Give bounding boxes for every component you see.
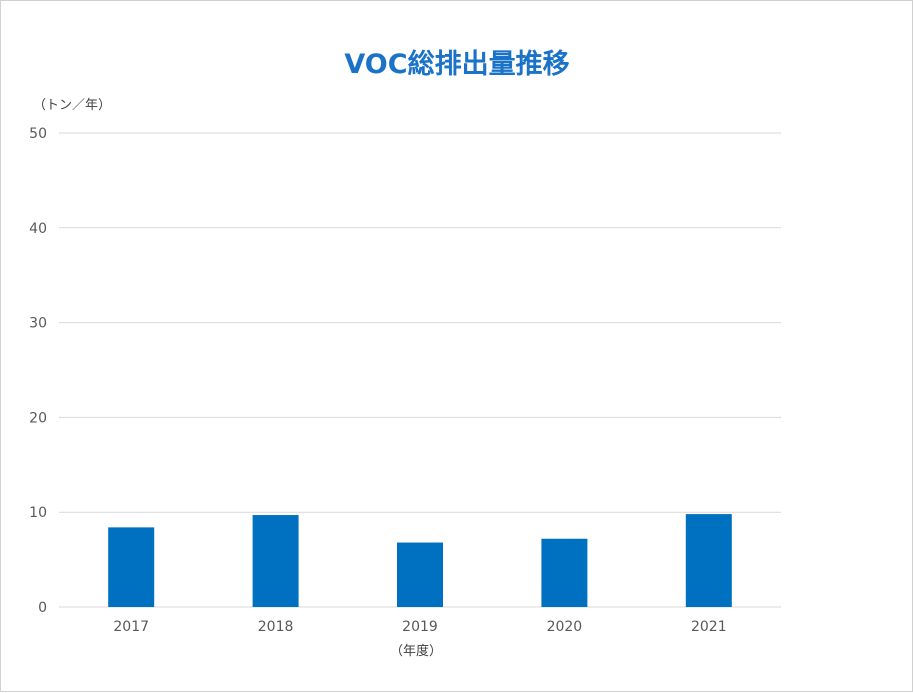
bars [108, 514, 732, 607]
x-tick-label-2021: 2021 [691, 619, 727, 635]
y-axis-unit-label: （トン／年） [33, 98, 111, 113]
bar-2020 [541, 538, 588, 607]
x-tick-label-2019: 2019 [402, 619, 438, 635]
x-tick-label-2018: 2018 [258, 619, 294, 635]
y-tick-label-40: 40 [29, 221, 47, 237]
bar-2018 [252, 515, 299, 607]
x-axis-unit-label: （年度） [390, 643, 442, 659]
y-tick-label-0: 0 [38, 600, 47, 616]
y-tick-label-50: 50 [29, 126, 47, 142]
y-tick-label-10: 10 [29, 505, 47, 521]
x-tick-label-2017: 2017 [113, 619, 149, 635]
bar-2017 [108, 527, 155, 607]
y-axis-ticks: 0 10 20 30 40 50 [29, 126, 47, 616]
bar-2019 [397, 542, 443, 607]
x-axis-ticks: 2017 2018 2019 2020 2021 [113, 619, 726, 635]
y-tick-label-30: 30 [29, 316, 47, 332]
bar-2021 [685, 514, 732, 607]
chart-title: VOC総排出量推移 [344, 48, 569, 80]
x-tick-label-2020: 2020 [547, 619, 583, 635]
gridlines [59, 132, 781, 608]
y-tick-label-20: 20 [29, 410, 47, 426]
